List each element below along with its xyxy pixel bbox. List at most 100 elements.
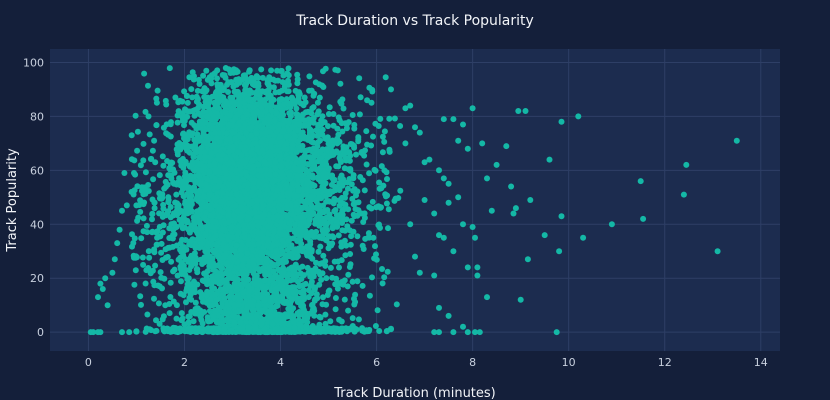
data-point — [279, 87, 285, 94]
data-point — [174, 146, 181, 153]
data-point — [188, 86, 195, 93]
data-point — [300, 192, 307, 199]
y-tick-label: 80 — [30, 110, 44, 123]
data-point — [210, 114, 217, 120]
data-point — [200, 108, 207, 115]
data-point — [315, 248, 322, 255]
data-point — [134, 147, 141, 154]
data-point — [341, 296, 348, 303]
y-tick-label: 100 — [23, 56, 44, 69]
data-point — [175, 202, 182, 209]
x-tick-label: 0 — [85, 356, 92, 369]
data-point — [200, 128, 207, 135]
data-point — [232, 88, 239, 95]
y-tick-label: 60 — [30, 164, 44, 177]
data-point — [327, 264, 334, 271]
data-point — [253, 82, 260, 89]
data-point — [154, 87, 161, 94]
x-tick-label: 2 — [181, 356, 188, 369]
data-point — [372, 323, 379, 329]
data-point — [318, 276, 325, 283]
data-point — [279, 107, 286, 114]
data-point — [146, 131, 153, 138]
data-point — [259, 74, 266, 81]
data-point — [299, 263, 306, 270]
data-point — [160, 162, 167, 169]
y-tick-label: 20 — [30, 272, 44, 285]
data-point — [253, 74, 260, 81]
data-point — [265, 230, 272, 237]
data-point — [222, 65, 229, 71]
data-point — [158, 240, 165, 247]
data-point — [138, 301, 144, 308]
data-points — [87, 65, 740, 336]
data-point — [166, 65, 173, 72]
x-tick-label: 14 — [754, 356, 768, 369]
data-point — [337, 80, 344, 87]
data-point — [320, 252, 327, 259]
data-point — [220, 94, 227, 101]
data-point — [381, 128, 388, 135]
x-tick-label: 4 — [277, 356, 284, 369]
data-point — [182, 169, 189, 176]
data-point — [264, 249, 271, 256]
data-point — [156, 172, 163, 179]
data-point — [287, 109, 294, 116]
data-point — [366, 292, 373, 299]
data-point — [258, 66, 265, 73]
data-point — [246, 97, 253, 104]
data-point — [198, 225, 205, 232]
data-point — [270, 208, 277, 215]
data-point — [132, 267, 139, 274]
data-point — [200, 72, 207, 79]
data-point — [272, 77, 279, 84]
data-point — [214, 96, 221, 103]
data-point — [250, 104, 257, 111]
data-point — [272, 89, 279, 96]
data-point — [134, 128, 141, 135]
data-point — [335, 114, 342, 121]
data-point — [229, 105, 236, 112]
data-point — [223, 99, 230, 106]
data-point — [209, 125, 216, 132]
data-point — [189, 69, 196, 76]
data-point — [266, 74, 273, 81]
data-point — [167, 279, 174, 286]
data-point — [314, 99, 321, 106]
data-point — [355, 316, 362, 323]
data-point — [189, 94, 196, 101]
data-point — [335, 163, 342, 170]
x-tick-label: 12 — [658, 356, 672, 369]
data-point — [228, 79, 235, 86]
data-point — [285, 65, 292, 72]
data-point — [276, 207, 283, 214]
x-tick-label: 8 — [469, 356, 476, 369]
data-point — [214, 75, 220, 82]
y-tick-label: 0 — [37, 326, 44, 339]
data-point — [351, 301, 358, 308]
data-point — [219, 226, 226, 233]
data-point — [203, 67, 210, 74]
data-point — [241, 90, 248, 97]
data-point — [232, 115, 239, 121]
chart-title: Track Duration vs Track Popularity — [295, 13, 534, 29]
data-point — [361, 187, 368, 194]
data-point — [379, 280, 386, 287]
x-tick-label: 6 — [373, 356, 380, 369]
data-point — [232, 135, 238, 142]
data-point — [193, 266, 200, 273]
data-point — [159, 153, 166, 160]
data-point — [246, 67, 253, 74]
data-point — [182, 132, 189, 139]
data-point — [381, 274, 388, 281]
data-point — [356, 75, 363, 82]
data-point — [277, 68, 284, 74]
data-point — [175, 99, 182, 106]
data-point — [393, 301, 400, 308]
y-tick-label: 40 — [30, 218, 44, 231]
data-point — [229, 94, 236, 101]
data-point — [284, 70, 291, 77]
data-point — [188, 119, 195, 126]
